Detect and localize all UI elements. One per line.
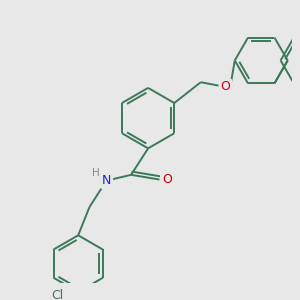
Text: O: O [162, 173, 172, 186]
Text: N: N [102, 174, 111, 187]
Text: Cl: Cl [51, 289, 64, 300]
Text: H: H [92, 168, 100, 178]
Text: O: O [220, 80, 230, 93]
